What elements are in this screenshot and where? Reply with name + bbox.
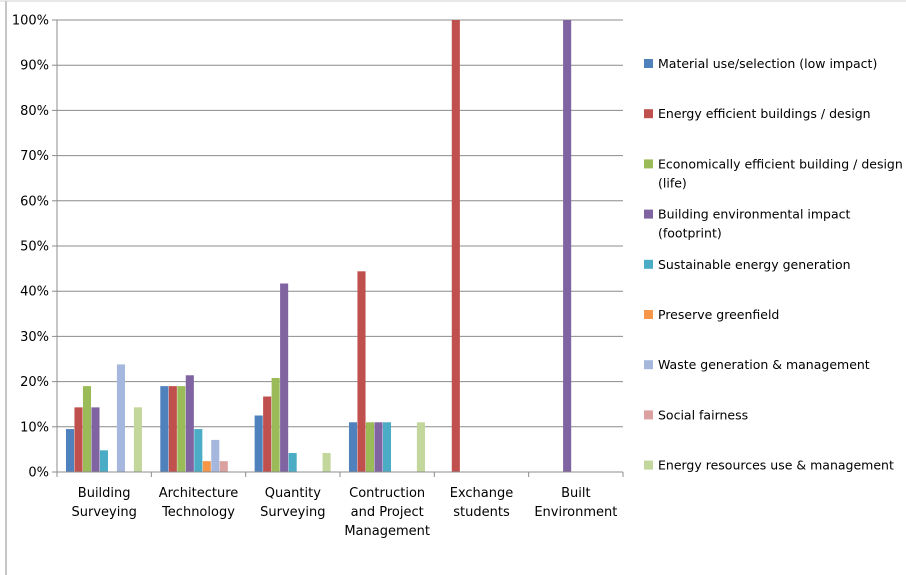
y-tick-label: 0% [28, 466, 49, 481]
legend-label: Preserve greenfield [658, 307, 779, 322]
bar [280, 283, 289, 472]
legend-label: Building environmental impact [658, 207, 851, 222]
x-category-label: Building [78, 486, 131, 501]
bar [211, 439, 220, 472]
bar [160, 386, 169, 472]
legend-swatch [644, 360, 653, 370]
y-tick-label: 90% [20, 59, 49, 74]
bar [348, 422, 358, 472]
y-tick-label: 100% [12, 14, 49, 29]
legend-label: (footprint) [658, 226, 722, 241]
x-category-label: Technology [161, 505, 235, 520]
legend-label: (life) [658, 175, 687, 190]
x-category-label: and Project [351, 505, 424, 520]
legend-swatch [644, 109, 653, 119]
bar [357, 271, 366, 472]
x-category-label: Surveying [72, 505, 137, 520]
bar [82, 386, 92, 472]
y-tick-label: 70% [20, 149, 49, 164]
bar [374, 422, 383, 472]
legend-swatch [644, 259, 653, 269]
bar [271, 377, 280, 472]
bar [99, 450, 109, 472]
legend-swatch [644, 59, 653, 68]
bar [563, 20, 572, 472]
legend-label: Energy resources use & management [658, 458, 894, 473]
bar [202, 461, 211, 472]
bar [74, 407, 83, 472]
legend-label: Social fairness [658, 407, 748, 422]
y-tick-label: 60% [20, 194, 49, 209]
bar [168, 386, 177, 472]
bar [116, 364, 125, 472]
legend-swatch [644, 460, 653, 470]
bar [91, 407, 100, 472]
x-category-label: Management [344, 524, 430, 539]
y-tick-label: 30% [20, 330, 49, 345]
legend-swatch [644, 410, 653, 420]
x-category-label: students [453, 505, 510, 520]
legend-label: Energy efficient buildings / design [658, 106, 871, 121]
bar [382, 422, 392, 472]
bar [451, 20, 460, 472]
y-tick-label: 20% [20, 375, 49, 390]
x-category-label: Quantity [265, 486, 321, 501]
bar [177, 386, 186, 472]
x-category-label: Exchange [450, 486, 514, 501]
legend-swatch [644, 209, 653, 219]
bar [322, 453, 331, 472]
legend-label: Waste generation & management [658, 357, 870, 372]
bar [133, 407, 142, 472]
bar [254, 415, 263, 472]
bar [288, 453, 297, 472]
bar [219, 461, 228, 472]
y-tick-label: 10% [20, 420, 49, 435]
x-category-label: Architecture [159, 486, 239, 501]
x-category-label: Contruction [349, 486, 425, 501]
bar [416, 422, 425, 472]
bar [194, 429, 203, 472]
y-tick-label: 50% [20, 240, 49, 255]
bars [65, 20, 572, 472]
bar [263, 396, 272, 472]
x-category-labels: Building Surveying Architecture Technology Q… [72, 486, 618, 539]
legend-label: Sustainable energy generation [658, 257, 851, 272]
y-tick-label: 40% [20, 285, 49, 300]
legend-swatch [644, 310, 653, 319]
bar [65, 429, 75, 472]
bar [365, 422, 375, 472]
gridlines [57, 19, 623, 473]
legend-swatch [644, 159, 653, 169]
x-category-label: Surveying [260, 505, 325, 520]
legend: Material use/selection (low impact) Energ… [644, 56, 903, 473]
axes [52, 19, 624, 477]
x-category-label: Built [561, 486, 590, 501]
legend-label: Economically efficient building / design [658, 156, 903, 171]
y-tick-labels: 0% 10% 20% 30% 40% 50% 60% 70% 80% 90% 100% [12, 14, 49, 481]
x-category-label: Environment [534, 505, 617, 520]
legend-label: Material use/selection (low impact) [658, 56, 877, 71]
bar [185, 375, 194, 472]
y-tick-label: 80% [20, 104, 49, 119]
